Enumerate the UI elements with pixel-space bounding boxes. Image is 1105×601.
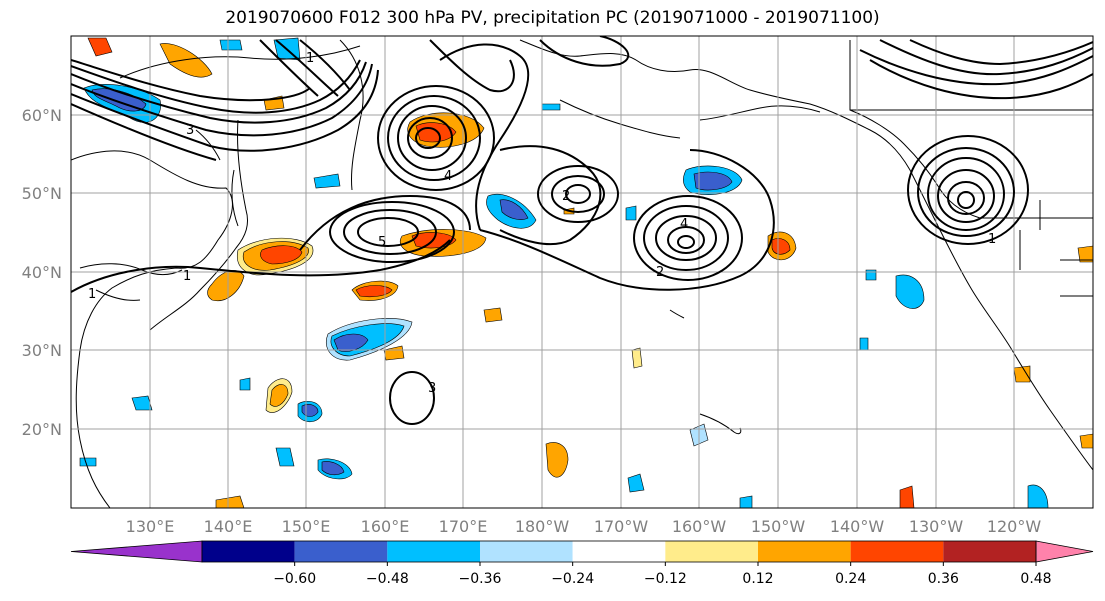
colorbar-segment — [850, 541, 944, 562]
pv-label: 2 — [562, 189, 570, 204]
lon-label: 130°E — [126, 517, 175, 536]
colorbar-tick-label: 0.36 — [928, 571, 959, 587]
pv-label: 1 — [88, 287, 96, 302]
colorbar-tick-label: −0.36 — [459, 571, 502, 587]
lon-label: 170°W — [594, 517, 649, 536]
colorbar-tick-label: −0.12 — [644, 571, 687, 587]
pv-label: 3 — [428, 381, 436, 396]
lat-label: 20°N — [22, 420, 62, 439]
pv-label: 4 — [444, 169, 452, 184]
graticule — [71, 36, 1093, 508]
lon-label: 120°W — [987, 517, 1042, 536]
colorbar-segment — [943, 541, 1036, 562]
colorbar-segment — [572, 541, 666, 562]
colorbar-tick-label: 0.24 — [835, 571, 866, 587]
colorbar-segment — [387, 541, 480, 562]
pv-label: 1 — [183, 269, 191, 284]
map-plot-area: 1 1 1 1 2 3 4 5 2 4 3 — [71, 36, 1093, 508]
pv-contour-labels: 1 1 1 1 2 3 4 5 2 4 3 — [88, 51, 996, 396]
lon-label: 140°W — [830, 517, 885, 536]
map-title: 2019070600 F012 300 hPa PV, precipitatio… — [225, 8, 880, 28]
colorbar-segment — [202, 541, 295, 562]
longitude-labels: 130°E 140°E 150°E 160°E 170°E 180°W 170°… — [126, 517, 1042, 536]
pv-label: 1 — [988, 232, 996, 247]
map-frame — [70, 35, 1094, 509]
colorbar-segment — [665, 541, 758, 562]
lon-label: 150°W — [751, 517, 806, 536]
precip-positive-shading — [87, 37, 1093, 508]
lat-label: 40°N — [22, 263, 62, 282]
pv-label: 5 — [378, 235, 386, 250]
pv-label: 2 — [656, 265, 664, 280]
colorbar-extend-low — [70, 540, 203, 563]
lon-label: 160°E — [361, 517, 410, 536]
colorbar: −0.60 −0.48 −0.36 −0.24 −0.12 0.12 0.24 0.36 0.4… — [70, 540, 1094, 587]
pv-label: 4 — [680, 217, 688, 232]
lon-label: 150°E — [282, 517, 331, 536]
colorbar-outline — [201, 540, 1037, 563]
lon-label: 170°E — [439, 517, 488, 536]
pv-label: 3 — [186, 123, 194, 138]
lon-label: 180°W — [515, 517, 570, 536]
lon-label: 160°W — [672, 517, 727, 536]
colorbar-segment — [758, 541, 851, 562]
colorbar-tick-label: −0.48 — [366, 571, 409, 587]
latitude-labels: 60°N 50°N 40°N 30°N 20°N — [22, 106, 62, 439]
lat-label: 50°N — [22, 184, 62, 203]
colorbar-tick-label: 0.48 — [1020, 571, 1051, 587]
colorbar-segment — [480, 541, 573, 562]
lat-label: 60°N — [22, 106, 62, 125]
pv-contours — [71, 36, 1093, 425]
colorbar-segment — [294, 541, 388, 562]
colorbar-extend-high — [1035, 540, 1094, 563]
colorbar-tick-label: −0.60 — [273, 571, 316, 587]
lon-label: 140°E — [204, 517, 253, 536]
colorbar-tick-label: 0.12 — [742, 571, 773, 587]
colorbar-tick-label: −0.24 — [551, 571, 594, 587]
lat-label: 30°N — [22, 341, 62, 360]
lon-label: 130°W — [909, 517, 964, 536]
pv-label: 1 — [306, 51, 314, 66]
